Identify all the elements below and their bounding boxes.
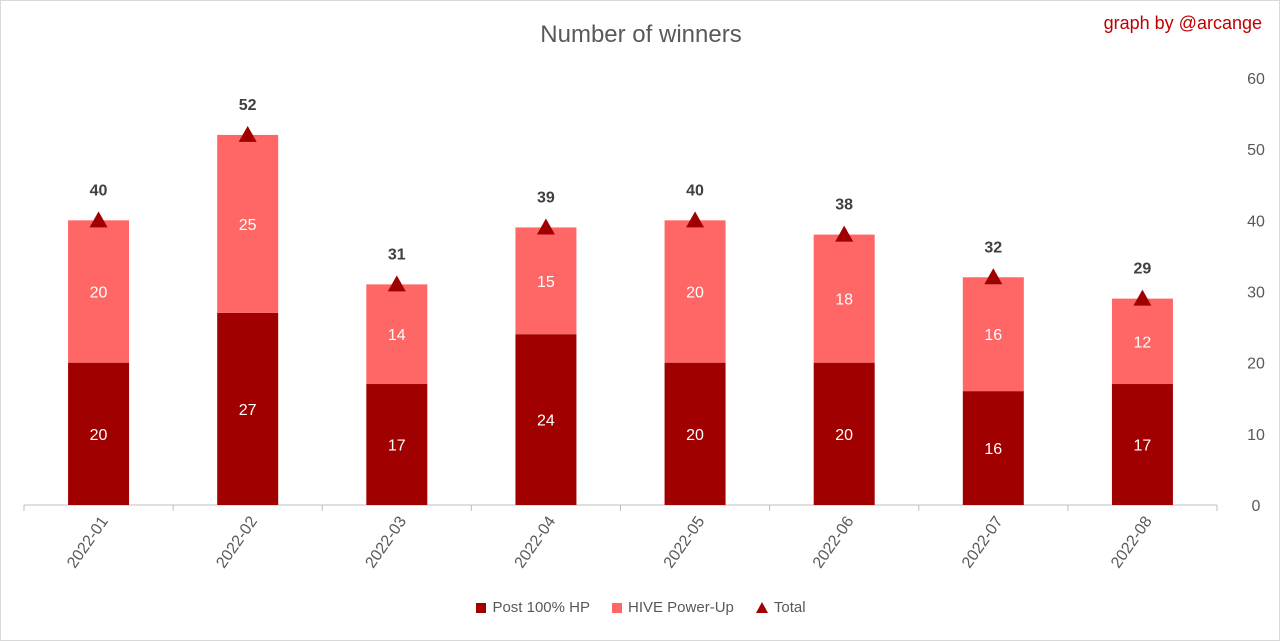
data-label-powerup: 20 bbox=[90, 285, 108, 302]
data-label-total: 40 bbox=[90, 182, 108, 199]
legend-triangle-icon bbox=[755, 602, 768, 613]
bar-post bbox=[813, 362, 875, 505]
data-label-total: 29 bbox=[1134, 261, 1152, 278]
bar-powerup bbox=[813, 234, 875, 363]
x-tick-label: 2022-02 bbox=[213, 513, 261, 571]
bar-post bbox=[962, 391, 1024, 505]
data-label-total: 52 bbox=[239, 97, 257, 114]
legend-label-post: Post 100% HP bbox=[492, 599, 590, 616]
data-label-powerup: 16 bbox=[984, 327, 1002, 344]
data-label-total: 38 bbox=[835, 197, 853, 214]
bar-post bbox=[217, 312, 279, 505]
data-label-powerup: 12 bbox=[1134, 334, 1152, 351]
bar-powerup bbox=[515, 227, 577, 335]
y-tick-label: 40 bbox=[1247, 213, 1265, 230]
x-tick-label: 2022-07 bbox=[959, 513, 1007, 571]
legend-item-total: Total bbox=[755, 599, 806, 616]
data-label-post: 20 bbox=[686, 427, 704, 444]
bar-post bbox=[68, 362, 130, 505]
legend-label-powerup: HIVE Power-Up bbox=[628, 599, 734, 616]
data-label-powerup: 15 bbox=[537, 274, 555, 291]
total-marker bbox=[835, 225, 854, 242]
legend-item-powerup: HIVE Power-Up bbox=[612, 599, 734, 616]
data-label-total: 31 bbox=[388, 246, 406, 263]
y-tick-label: 30 bbox=[1247, 285, 1265, 302]
total-marker bbox=[238, 125, 257, 142]
bar-post bbox=[515, 334, 577, 505]
total-marker bbox=[387, 275, 406, 292]
data-label-post: 16 bbox=[984, 441, 1002, 458]
legend-item-post: Post 100% HP bbox=[476, 599, 590, 616]
total-marker bbox=[89, 211, 108, 228]
x-tick-label: 2022-03 bbox=[362, 513, 410, 571]
credit-text: graph by @arcange bbox=[1103, 13, 1262, 33]
y-tick-label: 0 bbox=[1252, 498, 1261, 515]
total-marker bbox=[536, 218, 555, 235]
total-marker bbox=[686, 211, 705, 228]
y-tick-label: 50 bbox=[1247, 142, 1265, 159]
data-label-total: 39 bbox=[537, 189, 555, 206]
bar-powerup bbox=[68, 220, 130, 363]
bar-post bbox=[366, 384, 428, 505]
x-tick-label: 2022-06 bbox=[810, 513, 858, 571]
data-label-total: 32 bbox=[984, 239, 1002, 256]
y-tick-label: 20 bbox=[1247, 356, 1265, 373]
bar-post bbox=[1111, 384, 1173, 505]
bar-post bbox=[664, 362, 726, 505]
data-label-powerup: 14 bbox=[388, 327, 406, 344]
legend-label-total: Total bbox=[773, 599, 806, 616]
data-label-post: 24 bbox=[537, 413, 555, 430]
data-label-powerup: 25 bbox=[239, 217, 257, 234]
data-label-total: 40 bbox=[686, 182, 704, 199]
legend: Post 100% HP HIVE Power-Up Total bbox=[1, 599, 1280, 616]
legend-swatch-post bbox=[476, 602, 487, 613]
y-tick-label: 10 bbox=[1247, 427, 1265, 444]
legend-swatch-powerup bbox=[612, 602, 622, 613]
data-label-post: 27 bbox=[239, 402, 257, 419]
data-label-post: 17 bbox=[1134, 438, 1152, 455]
chart-title: Number of winners bbox=[540, 21, 742, 48]
total-marker bbox=[984, 268, 1003, 285]
total-marker bbox=[1133, 289, 1152, 306]
x-tick-label: 2022-08 bbox=[1108, 513, 1156, 571]
bar-powerup bbox=[217, 134, 279, 313]
bar-powerup bbox=[962, 277, 1024, 392]
bar-powerup bbox=[366, 284, 428, 385]
x-tick-label: 2022-04 bbox=[512, 513, 560, 571]
data-label-powerup: 18 bbox=[835, 292, 853, 309]
x-tick-label: 2022-05 bbox=[661, 513, 709, 571]
data-label-post: 17 bbox=[388, 438, 406, 455]
data-label-powerup: 20 bbox=[686, 285, 704, 302]
bar-powerup bbox=[664, 220, 726, 363]
data-label-post: 20 bbox=[835, 427, 853, 444]
data-label-post: 20 bbox=[90, 427, 108, 444]
bar-powerup bbox=[1111, 298, 1173, 385]
x-tick-label: 2022-01 bbox=[64, 513, 112, 571]
y-tick-label: 60 bbox=[1247, 71, 1265, 88]
